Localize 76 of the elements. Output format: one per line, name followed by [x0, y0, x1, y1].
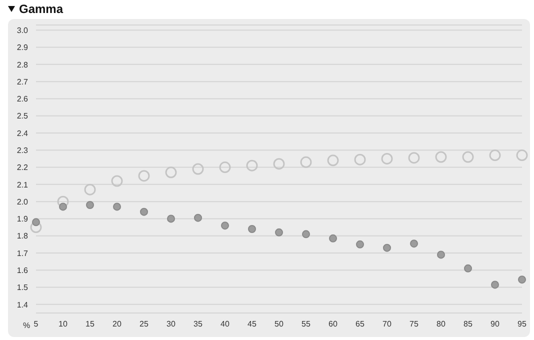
point: [84, 184, 96, 196]
x-tick-label: 90: [490, 320, 500, 329]
y-tick-label: 1.6: [16, 266, 29, 275]
point: [248, 225, 256, 233]
point: [138, 170, 150, 182]
x-tick-label: 35: [194, 320, 203, 329]
x-tick-label: 60: [328, 320, 338, 329]
point: [356, 240, 364, 248]
point: [221, 222, 229, 230]
point: [165, 166, 177, 178]
point: [273, 158, 285, 170]
x-tick-label: 55: [302, 320, 311, 329]
x-tick-label: 20: [112, 320, 122, 329]
point: [246, 160, 258, 172]
x-tick-label: 75: [410, 320, 419, 329]
point: [113, 202, 121, 211]
point: [219, 162, 231, 174]
y-tick-label: 2.8: [16, 60, 29, 70]
x-tick-label: 65: [356, 320, 365, 329]
point: [140, 208, 148, 216]
point: [381, 152, 393, 164]
y-tick-label: 3.0: [16, 26, 29, 35]
y-tick-label: 2.7: [16, 77, 29, 86]
point: [59, 202, 67, 211]
point: [516, 150, 528, 162]
point: [408, 152, 420, 164]
y-tick-label: 2.2: [16, 163, 29, 172]
x-tick-label: 80: [436, 320, 446, 329]
point: [435, 151, 447, 163]
point: [302, 230, 310, 238]
point: [329, 234, 337, 242]
x-tick-label: 10: [58, 320, 68, 329]
point: [300, 156, 312, 168]
y-tick-label: 1.9: [16, 214, 29, 224]
y-tick-label: 1.5: [16, 283, 29, 292]
point: [491, 280, 499, 289]
x-tick-label: 15: [86, 320, 95, 329]
point: [410, 240, 418, 248]
point: [464, 264, 472, 272]
x-tick-label: 30: [166, 320, 176, 329]
y-tick-label: 2.4: [16, 128, 29, 138]
point: [327, 154, 339, 166]
point: [354, 154, 366, 166]
point: [57, 196, 69, 208]
y-tick-label: 2.5: [16, 112, 29, 121]
x-tick-label: 40: [220, 320, 230, 329]
point: [32, 218, 40, 226]
y-tick-label: 1.4: [16, 300, 29, 310]
x-tick-label: 70: [382, 320, 392, 329]
point: [30, 222, 42, 234]
x-tick-label: 85: [464, 320, 473, 329]
point: [86, 201, 94, 209]
y-tick-label: 2.0: [16, 197, 29, 206]
x-tick-label: 25: [140, 320, 149, 329]
y-tick-label: 2.3: [16, 146, 29, 155]
y-tick-label: 2.6: [16, 94, 29, 104]
y-tick-label: 2.9: [16, 43, 29, 52]
x-axis-title: %: [23, 321, 30, 330]
point: [383, 244, 391, 252]
point: [275, 228, 283, 236]
point: [167, 214, 175, 223]
x-tick-label: 45: [248, 320, 257, 329]
point: [489, 150, 501, 162]
y-tick-label: 2.1: [16, 180, 29, 190]
point: [518, 276, 526, 284]
point: [192, 163, 204, 175]
point: [437, 250, 445, 259]
point: [194, 214, 202, 222]
point: [111, 175, 123, 187]
x-tick-label: 50: [274, 320, 284, 329]
x-tick-label: 95: [518, 320, 527, 329]
y-tick-label: 1.7: [16, 248, 29, 258]
chart-title: Gamma: [19, 2, 64, 16]
x-tick-label: 5: [34, 320, 39, 329]
point: [462, 151, 474, 163]
y-tick-label: 1.8: [16, 232, 29, 241]
